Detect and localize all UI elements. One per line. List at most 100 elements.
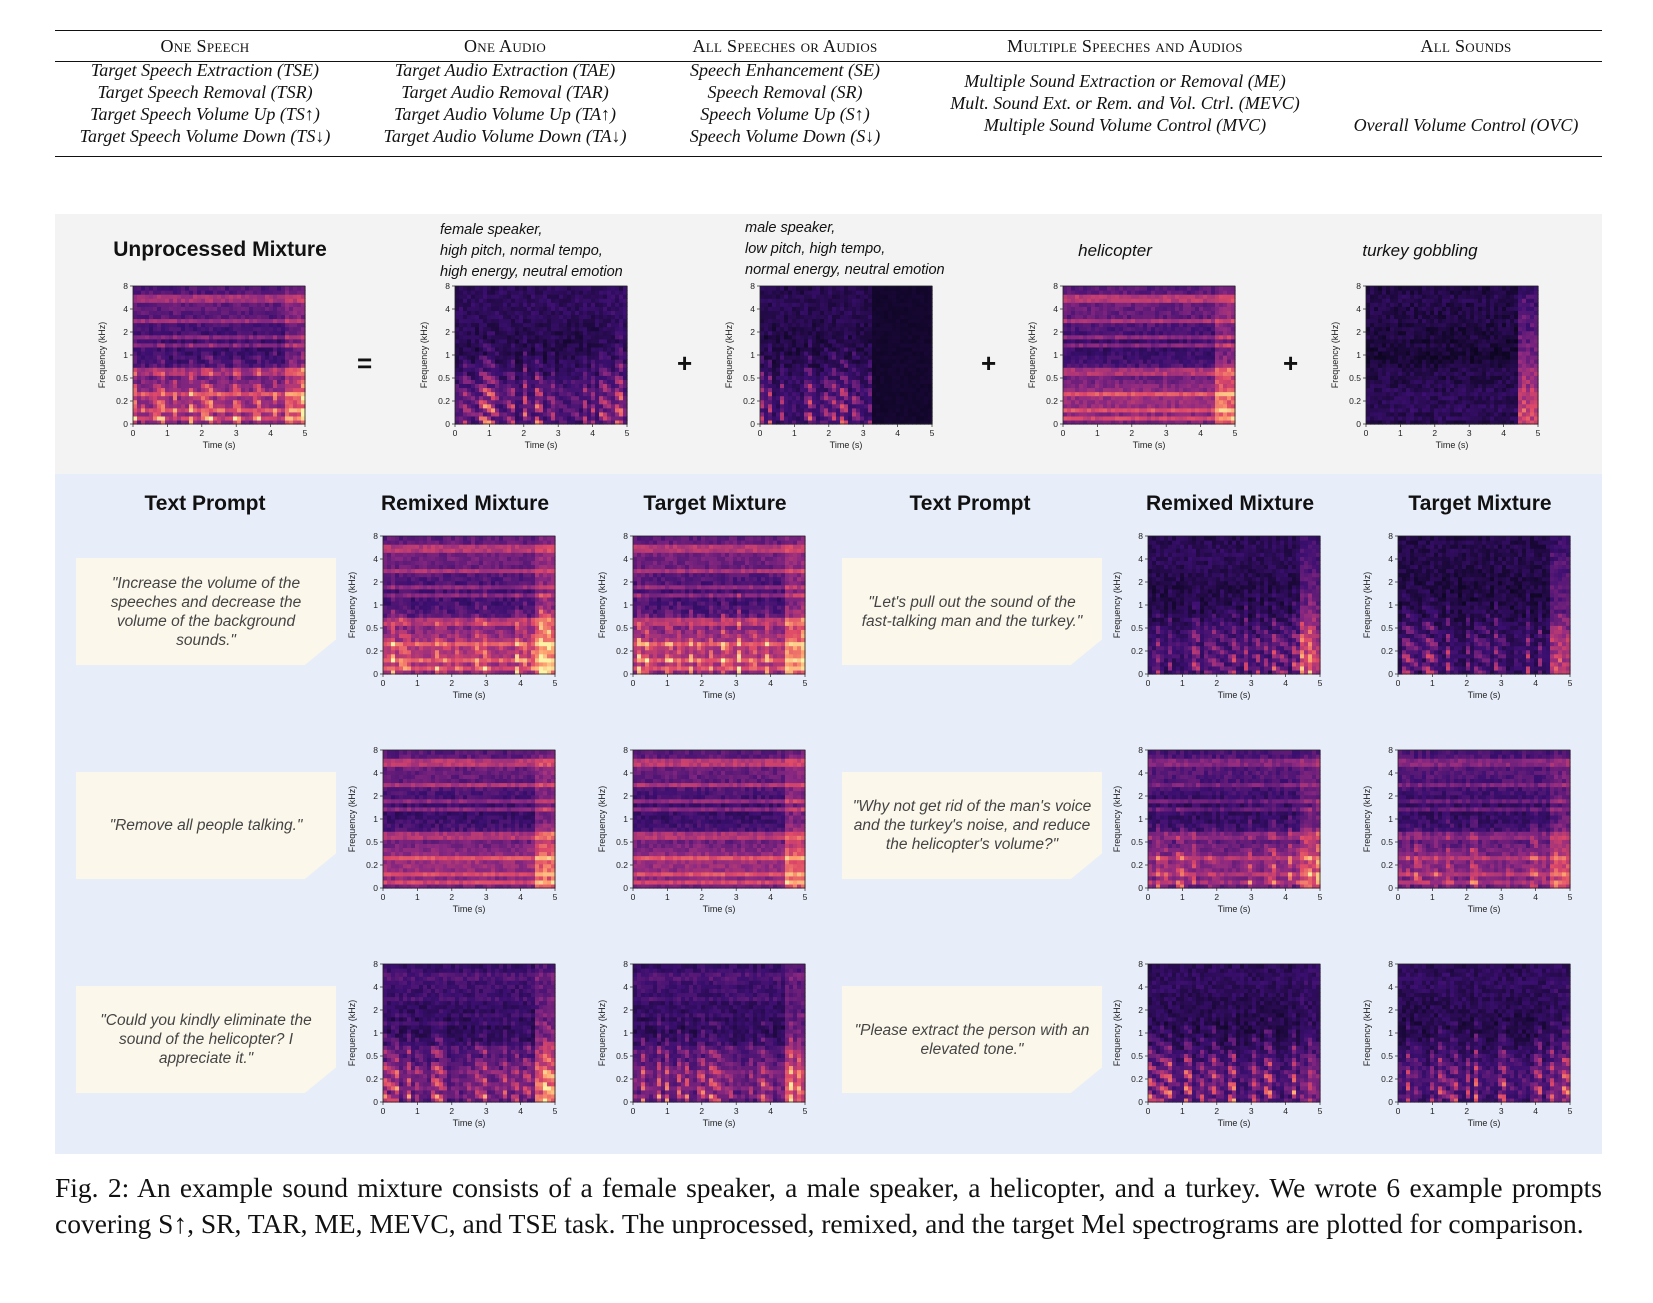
x-axis-label: Time (s) [1218,1118,1251,1128]
table-column-all-sounds: All Sounds Overall Volume Control (OVC) [1330,31,1602,156]
x-tick-label: 3 [1467,428,1472,438]
spectrogram-texture [633,964,806,1103]
x-axis-label: Time (s) [1468,690,1501,700]
table-cell: Target Audio Extraction (TAE) [360,59,650,81]
x-tick-label: 0 [1146,678,1151,688]
y-tick-label: 0.5 [116,373,128,383]
x-tick-label: 3 [1249,678,1254,688]
spectrogram-remixed: 0 1 2 3 4 5 0 0.2 0.5 1 2 4 8 Time (s) Frequency (kHz) [1110,532,1340,704]
y-axis-label: Frequency (kHz) [347,572,357,639]
spectrogram-target: 0 1 2 3 4 5 0 0.2 0.5 1 2 4 8 Time (s) Frequency (kHz) [595,532,825,704]
source-label-line: turkey gobbling [1320,240,1520,261]
y-tick-label: 1 [623,1028,628,1038]
x-tick-label: 3 [734,892,739,902]
y-tick-label: 2 [1138,1005,1143,1015]
table-header: All Speeches or Audios [655,36,915,58]
x-tick-label: 3 [861,428,866,438]
y-tick-label: 0 [445,419,450,429]
x-tick-label: 2 [199,428,204,438]
y-tick-label: 0 [373,883,378,893]
x-axis-label: Time (s) [453,904,486,914]
y-tick-label: 0 [1138,883,1143,893]
x-tick-label: 5 [1568,892,1573,902]
spectrogram-male-speaker: 0 1 2 3 4 5 0 0.2 0.5 1 2 4 8 Time (s) Frequency (kHz) [722,282,952,454]
y-tick-label: 0.5 [1131,1051,1143,1061]
x-tick-label: 5 [1568,1106,1573,1116]
spectrogram-texture [1398,536,1571,675]
y-tick-label: 0 [123,419,128,429]
y-axis-label: Frequency (kHz) [1362,1000,1372,1067]
table-cell: Target Audio Removal (TAR) [360,81,650,103]
y-tick-label: 0.2 [1381,1074,1393,1084]
spectrogram-remixed: 0 1 2 3 4 5 0 0.2 0.5 1 2 4 8 Time (s) Frequency (kHz) [345,746,575,918]
y-tick-label: 0.2 [743,396,755,406]
y-tick-label: 8 [445,282,450,291]
table-cell-group: Target Speech Extraction (TSE) Target Sp… [55,59,355,147]
y-tick-label: 2 [750,327,755,337]
spectrogram-remixed: 0 1 2 3 4 5 0 0.2 0.5 1 2 4 8 Time (s) Frequency (kHz) [345,960,575,1132]
x-tick-label: 2 [1464,892,1469,902]
y-axis-label: Frequency (kHz) [597,1000,607,1067]
x-tick-label: 5 [1233,428,1238,438]
y-tick-label: 8 [1388,532,1393,541]
x-tick-label: 5 [303,428,308,438]
x-tick-label: 1 [1095,428,1100,438]
y-tick-label: 0.2 [616,860,628,870]
y-tick-label: 8 [1388,960,1393,969]
source-label-helicopter: helicopter [1015,240,1215,261]
x-tick-label: 4 [895,428,900,438]
y-tick-label: 0.5 [1381,1051,1393,1061]
y-tick-label: 0.5 [743,373,755,383]
x-tick-label: 3 [734,1106,739,1116]
x-tick-label: 4 [1533,678,1538,688]
x-tick-label: 0 [1061,428,1066,438]
table-cell: Target Audio Volume Up (TA↑) [360,103,650,125]
table-cell: Mult. Sound Ext. or Rem. and Vol. Ctrl. … [925,92,1325,114]
y-tick-label: 8 [1356,282,1361,291]
x-tick-label: 0 [1146,1106,1151,1116]
table-header: One Speech [55,36,355,58]
y-tick-label: 0 [1053,419,1058,429]
y-tick-label: 0.2 [1381,646,1393,656]
y-tick-label: 2 [1053,327,1058,337]
spectrogram-plot: 0 1 2 3 4 5 0 0.2 0.5 1 2 4 8 Time (s) Frequency (kHz) [97,282,308,450]
y-tick-label: 1 [1388,600,1393,610]
y-tick-label: 8 [623,746,628,755]
x-tick-label: 0 [381,1106,386,1116]
table-cell-group: Overall Volume Control (OVC) [1330,114,1602,136]
spectrogram-texture [1398,750,1571,889]
x-tick-label: 1 [1430,892,1435,902]
x-tick-label: 0 [1146,892,1151,902]
x-tick-label: 4 [768,1106,773,1116]
y-tick-label: 0.5 [616,623,628,633]
y-tick-label: 4 [1138,982,1143,992]
spectrogram-texture [1148,964,1321,1103]
table-column-multiple: Multiple Speeches and Audios Multiple So… [925,31,1325,156]
column-title-text-prompt: Text Prompt [870,492,1070,516]
source-label-line: high energy, neutral emotion [440,262,623,283]
y-tick-label: 0.5 [1131,837,1143,847]
source-label-turkey: turkey gobbling [1320,240,1520,261]
y-axis-label: Frequency (kHz) [1362,572,1372,639]
y-tick-label: 0 [623,883,628,893]
x-tick-label: 5 [803,678,808,688]
y-tick-label: 4 [1388,768,1393,778]
y-tick-label: 8 [123,282,128,291]
spectrogram-turkey: 0 1 2 3 4 5 0 0.2 0.5 1 2 4 8 Time (s) Frequency (kHz) [1328,282,1558,454]
y-tick-label: 2 [373,791,378,801]
x-tick-label: 3 [1499,892,1504,902]
x-tick-label: 4 [518,892,523,902]
x-axis-label: Time (s) [1133,440,1166,450]
column-title-text-prompt: Text Prompt [105,492,305,516]
table-column-all-speeches: All Speeches or Audios Speech Enhancemen… [655,31,915,156]
x-axis-label: Time (s) [525,440,558,450]
y-axis-label: Frequency (kHz) [1112,1000,1122,1067]
source-label-line: low pitch, high tempo, [745,239,945,260]
y-tick-label: 0 [1388,1097,1393,1107]
x-tick-label: 2 [1464,1106,1469,1116]
y-tick-label: 0.2 [366,646,378,656]
y-tick-label: 8 [623,532,628,541]
x-tick-label: 5 [1318,1106,1323,1116]
y-tick-label: 0.5 [366,1051,378,1061]
source-label-line: normal energy, neutral emotion [745,260,945,281]
